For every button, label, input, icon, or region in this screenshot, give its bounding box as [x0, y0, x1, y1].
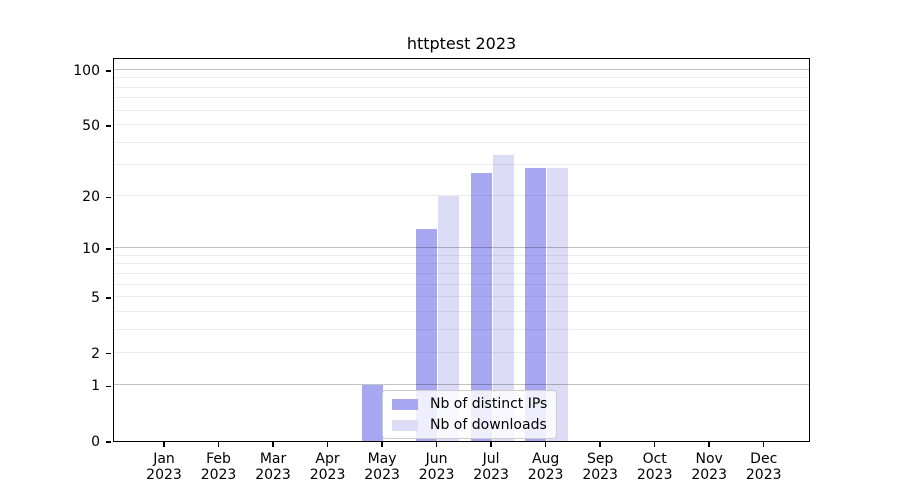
y-tick-1	[106, 385, 111, 388]
legend-swatch-downloads	[392, 419, 418, 431]
y-tick-label-2: 2	[91, 345, 100, 362]
x-tick-label-jun: Jun 2023	[418, 451, 455, 483]
gridline-y-3	[114, 328, 809, 330]
gridline-y-80	[114, 86, 809, 88]
y-tick-label-10: 10	[82, 241, 100, 258]
x-tick-sep	[599, 442, 601, 447]
x-tick-label-apr: Apr 2023	[309, 451, 346, 483]
x-tick-jun	[435, 442, 438, 447]
gridline-y-9	[114, 254, 809, 256]
x-tick-label-dec: Dec 2023	[745, 451, 782, 483]
gridline-y-6	[114, 283, 809, 285]
legend-swatch-distinct-ips	[392, 398, 418, 410]
gridline-y-30	[114, 163, 809, 165]
x-tick-label-may: May 2023	[364, 451, 400, 483]
y-tick-5	[106, 297, 111, 299]
x-tick-label-jul: Jul 2023	[473, 451, 509, 483]
y-tick-50	[106, 125, 111, 127]
x-tick-label-mar: Mar 2023	[255, 451, 291, 483]
x-tick-label-oct: Oct 2023	[636, 451, 673, 483]
y-tick-label-50: 50	[82, 117, 100, 134]
gridline-y-50	[114, 123, 809, 125]
bar-downloads-jun	[438, 196, 460, 441]
x-tick-dec	[762, 442, 765, 447]
y-tick-20	[106, 196, 111, 198]
gridline-y-5	[114, 296, 809, 297]
bar-distinct-ips-jul	[470, 173, 492, 441]
x-tick-jul	[490, 442, 492, 447]
gridline-y-2	[114, 351, 809, 353]
x-tick-may	[381, 442, 383, 447]
x-tick-label-aug: Aug 2023	[527, 451, 564, 483]
legend-label-downloads: Nb of downloads	[430, 417, 547, 433]
gridline-y-90	[114, 77, 809, 79]
y-tick-label-5: 5	[91, 289, 100, 306]
gridline-y-70	[114, 97, 809, 99]
y-tick-label-1: 1	[91, 378, 100, 395]
legend: Nb of distinct IPs Nb of downloads	[382, 390, 558, 439]
x-tick-feb	[217, 442, 220, 447]
y-tick-label-20: 20	[82, 189, 100, 206]
x-tick-label-jan: Jan 2023	[146, 451, 182, 483]
y-tick-2	[106, 352, 111, 355]
x-tick-oct	[653, 442, 656, 447]
x-tick-label-sep: Sep 2023	[582, 451, 618, 483]
legend-item-distinct-ips: Nb of distinct IPs	[392, 396, 547, 412]
y-tick-0	[106, 441, 111, 443]
x-tick-apr	[326, 442, 329, 447]
bar-distinct-ips-may	[361, 385, 383, 441]
gridline-y-10	[114, 247, 809, 249]
legend-label-distinct-ips: Nb of distinct IPs	[430, 396, 548, 412]
y-tick-10	[106, 248, 111, 250]
y-tick-label-100: 100	[73, 63, 100, 79]
y-tick-100	[106, 70, 111, 72]
gridline-y-8	[114, 263, 809, 265]
legend-item-downloads: Nb of downloads	[392, 417, 547, 433]
gridline-y-20	[114, 195, 809, 197]
bar-downloads-jul	[492, 155, 514, 441]
x-tick-mar	[272, 442, 274, 447]
plot-area	[113, 58, 810, 442]
y-tick-label-0: 0	[91, 434, 100, 450]
gridline-y-40	[114, 141, 809, 143]
bar-distinct-ips-aug	[525, 167, 547, 441]
bar-distinct-ips-jun	[416, 228, 438, 441]
gridline-y-4	[114, 310, 809, 312]
gridline-y-100	[114, 69, 809, 70]
x-tick-label-nov: Nov 2023	[691, 451, 727, 483]
gridline-y-60	[114, 109, 809, 111]
x-tick-aug	[544, 442, 547, 447]
gridline-y-1	[114, 384, 809, 386]
chart-title: httptest 2023	[406, 34, 517, 53]
x-tick-nov	[708, 442, 710, 447]
x-tick-label-feb: Feb 2023	[200, 451, 237, 483]
bar-downloads-aug	[547, 167, 569, 441]
gridline-y-7	[114, 272, 809, 274]
x-tick-jan	[163, 442, 165, 447]
